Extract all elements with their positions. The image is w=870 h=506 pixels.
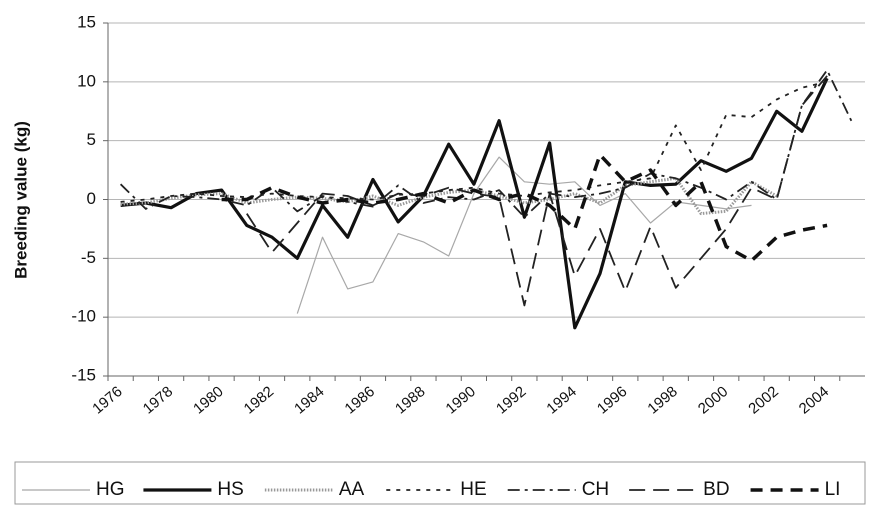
series-line (296, 156, 752, 314)
x-tick-label: 2002 (745, 383, 781, 417)
x-tick-label: 1996 (594, 383, 630, 417)
y-tick-label: -10 (71, 307, 96, 326)
y-tick-label: 10 (77, 71, 96, 90)
series-line (119, 69, 854, 219)
x-tick-label: 1976 (89, 383, 125, 417)
x-tick-label: 1984 (291, 383, 327, 417)
y-tick-label: -5 (81, 248, 96, 267)
x-tick-label: 1986 (342, 383, 378, 417)
legend-label: AA (339, 479, 365, 500)
legend-label: BD (703, 479, 729, 500)
series-line (246, 75, 828, 307)
y-tick-label: 5 (87, 130, 96, 149)
y-tick-label: 0 (87, 189, 96, 208)
x-tick-label: 1978 (140, 383, 176, 417)
series-line (120, 77, 829, 330)
legend-label: CH (582, 479, 609, 500)
legend-label: LI (825, 479, 841, 500)
x-tick-label: 1992 (493, 383, 529, 417)
x-tick-label: 2000 (695, 383, 731, 417)
x-tick-label: 1998 (644, 383, 680, 417)
series-line (221, 153, 828, 263)
x-tick-label: 2004 (796, 383, 832, 417)
legend-label: HE (460, 479, 486, 500)
x-tick-label: 1980 (190, 383, 226, 417)
legend-box (14, 461, 866, 505)
series-line (120, 176, 778, 216)
legend-label: HG (96, 479, 125, 500)
y-tick-label: -15 (71, 365, 96, 384)
y-axis-title: Breeding value (kg) (11, 121, 30, 279)
legend-label: HS (217, 479, 243, 500)
x-tick-label: 1994 (543, 383, 579, 417)
y-tick-label: 15 (77, 12, 96, 31)
x-tick-label: 1990 (443, 383, 479, 417)
x-tick-label: 1982 (241, 383, 277, 417)
x-tick-label: 1988 (392, 383, 428, 417)
